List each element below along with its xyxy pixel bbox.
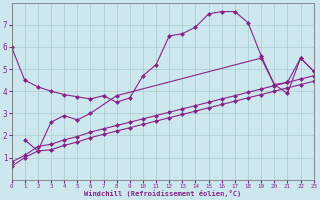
X-axis label: Windchill (Refroidissement éolien,°C): Windchill (Refroidissement éolien,°C) (84, 190, 241, 197)
